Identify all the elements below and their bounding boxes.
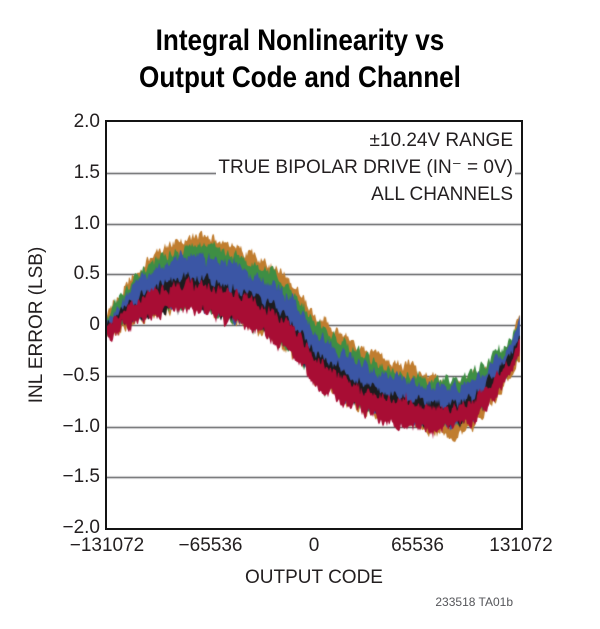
y-tick-label: 1.5	[73, 161, 100, 183]
annotation-range: ±10.24V RANGE	[216, 127, 515, 154]
x-tick-label: −65536	[178, 535, 243, 556]
y-tick-label: 2.0	[73, 111, 100, 132]
y-tick-label: −0.5	[62, 364, 100, 386]
chart-title-line1: Integral Nonlinearity vs	[155, 24, 445, 57]
part-number-label: 233518 TA01b	[435, 595, 513, 609]
chart-title-line2: Output Code and Channel	[139, 61, 461, 94]
x-tick-label: 131072	[489, 535, 553, 556]
plot-area: ±10.24V RANGE TRUE BIPOLAR DRIVE (IN⁻ = …	[105, 120, 523, 530]
x-tick-label: 65536	[391, 535, 444, 556]
annotation-drive: TRUE BIPOLAR DRIVE (IN⁻ = 0V)	[216, 154, 515, 181]
y-tick-label: 0.5	[73, 263, 100, 285]
y-axis-label: INL ERROR (LSB)	[26, 246, 47, 404]
chart-title: Integral Nonlinearity vs Output Code and…	[39, 22, 561, 96]
y-tick-label: 1.0	[73, 212, 100, 234]
x-axis-label: OUTPUT CODE	[245, 567, 383, 588]
y-tick-label: −2.0	[62, 517, 100, 538]
x-tick-label: −131072	[69, 535, 145, 556]
plot-annotation: ±10.24V RANGE TRUE BIPOLAR DRIVE (IN⁻ = …	[216, 127, 515, 208]
y-tick-label: −1.0	[62, 415, 100, 437]
y-tick-label: 0	[89, 314, 100, 335]
annotation-channels: ALL CHANNELS	[216, 181, 515, 208]
y-tick-label: −1.5	[62, 466, 100, 488]
x-tick-label: 0	[308, 535, 320, 556]
